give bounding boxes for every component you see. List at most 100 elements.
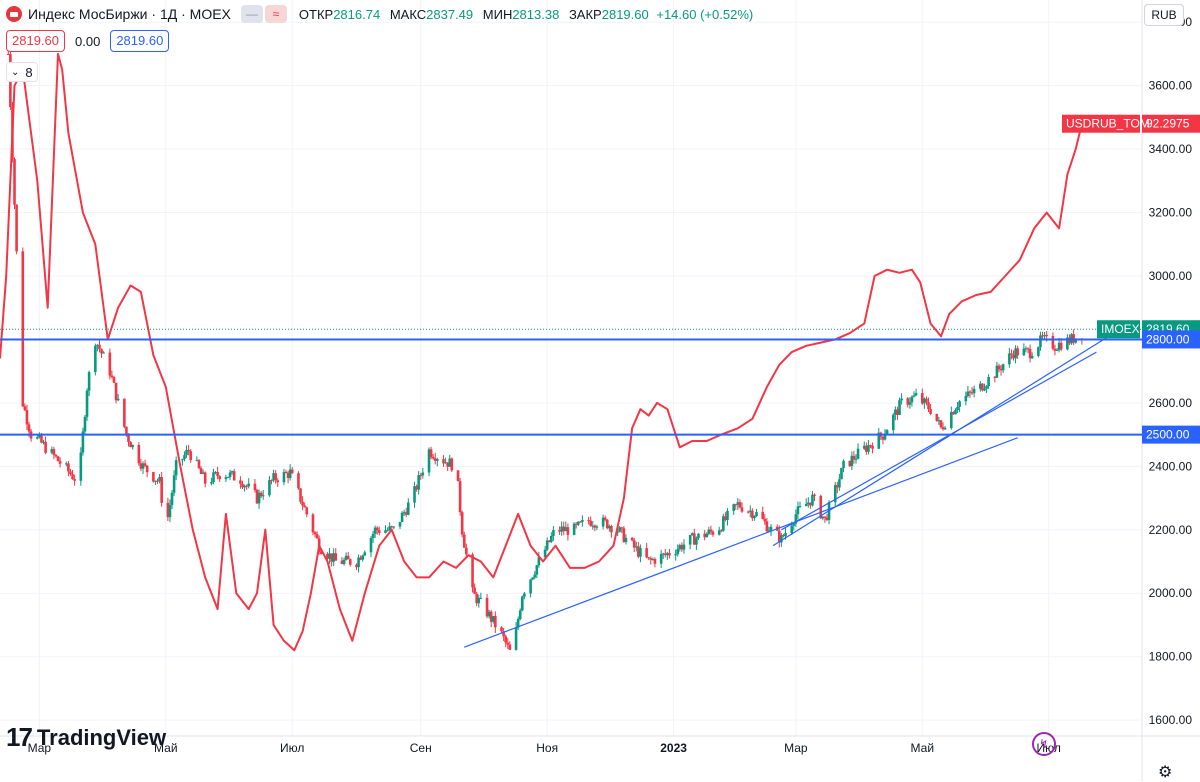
candle-body [923,398,926,404]
candle-body [96,344,99,346]
candle-body [123,398,126,427]
candle-body [854,458,858,460]
candle-body [268,480,271,496]
candle-body [305,507,309,515]
candle-body [821,516,825,519]
price-tick-label: 2000.00 [1149,586,1193,600]
candle-body [444,462,447,464]
candle-body [794,514,798,524]
candle-body [811,494,814,506]
candle-body [390,526,394,528]
candle-body [407,502,410,515]
candle-body [158,477,161,481]
indicators-toggle[interactable]: ⌄ 8 [6,62,38,82]
order-row: 2819.60 0.00 2819.60 [6,30,170,52]
candle-body [230,471,234,473]
candle-body [13,158,16,205]
candle-body [98,344,101,350]
candle-body [804,503,808,507]
candle-body [572,523,576,535]
candle-body [417,475,420,490]
candle-body [73,479,76,481]
candle-body [27,424,31,432]
candle-body [543,549,547,558]
candle-body [755,511,758,517]
candle-body [695,538,698,545]
candle-body [340,560,344,564]
candle-body [450,458,454,471]
candle-body [102,352,105,354]
price-tick-label: 3600.00 [1149,79,1193,93]
candle-body [1072,334,1075,343]
candle-body [415,486,418,490]
candle-body [738,502,742,508]
time-tick-label: 2023 [660,741,687,755]
candle-body [288,469,292,479]
candle-body [722,516,725,531]
candle-body [282,471,286,483]
candle-body [462,534,466,548]
candle-body [81,431,85,453]
candle-body [54,454,58,457]
candle-body [531,577,534,580]
candle-body [301,501,304,506]
currency-button[interactable]: RUB [1144,4,1184,26]
candle-body [950,412,953,429]
candle-body [637,546,640,557]
candle-body [253,483,257,491]
compare-icon[interactable]: ≈ [264,5,287,23]
candle-body [326,553,329,559]
candle-body [707,529,711,534]
candle-body [659,554,663,564]
candle-body [550,535,553,542]
candle-body [566,527,570,535]
candle-body [313,532,317,535]
candle-body [705,533,709,538]
candle-body [997,365,1001,370]
trend-line [781,351,1097,531]
candle-body [1028,349,1032,359]
candle-body [972,388,976,394]
candle-body [1001,364,1005,371]
candle-body [632,540,636,548]
candle-body [402,512,406,514]
symbol-title[interactable]: Индекс МосБиржи · 1Д · MOEX [28,6,231,22]
buy-button[interactable]: 2819.60 [110,30,170,52]
candle-body [342,559,346,564]
candle-body [848,460,852,467]
candle-body [740,507,744,512]
candle-body [334,553,338,561]
candle-body [981,383,984,391]
close-label: ЗАКР [568,6,602,22]
candle-body [15,204,18,252]
candle-body [241,483,244,488]
candle-body [404,512,408,515]
candle-body [954,410,957,415]
eye-icon[interactable]: — [240,5,263,23]
candle-body [228,472,232,477]
candle-body [69,471,72,475]
candle-body [94,345,97,373]
candle-body [465,547,468,555]
candle-body [823,516,827,518]
sell-button[interactable]: 2819.60 [6,30,65,52]
high-label: МАКС [389,6,427,22]
usdrub-name-label: USDRUB_TOM [1066,117,1150,131]
candle-body [210,482,213,484]
high-value: 2837.49 [426,6,474,22]
candle-body [245,485,248,487]
candle-body [489,611,493,622]
candle-body [203,472,207,484]
candle-body [601,517,605,527]
candle-body [303,505,306,508]
candle-body [52,449,56,455]
flash-icon[interactable]: ↯ [1032,732,1056,756]
tradingview-logo[interactable]: 17 TradingView [6,722,166,753]
gear-icon[interactable]: ⚙ [1158,764,1173,781]
candle-body [460,512,464,535]
candle-body [1010,353,1013,355]
candle-body [939,420,943,428]
tradingview-wordmark: TradingView [36,724,167,750]
candle-body [1016,348,1019,356]
